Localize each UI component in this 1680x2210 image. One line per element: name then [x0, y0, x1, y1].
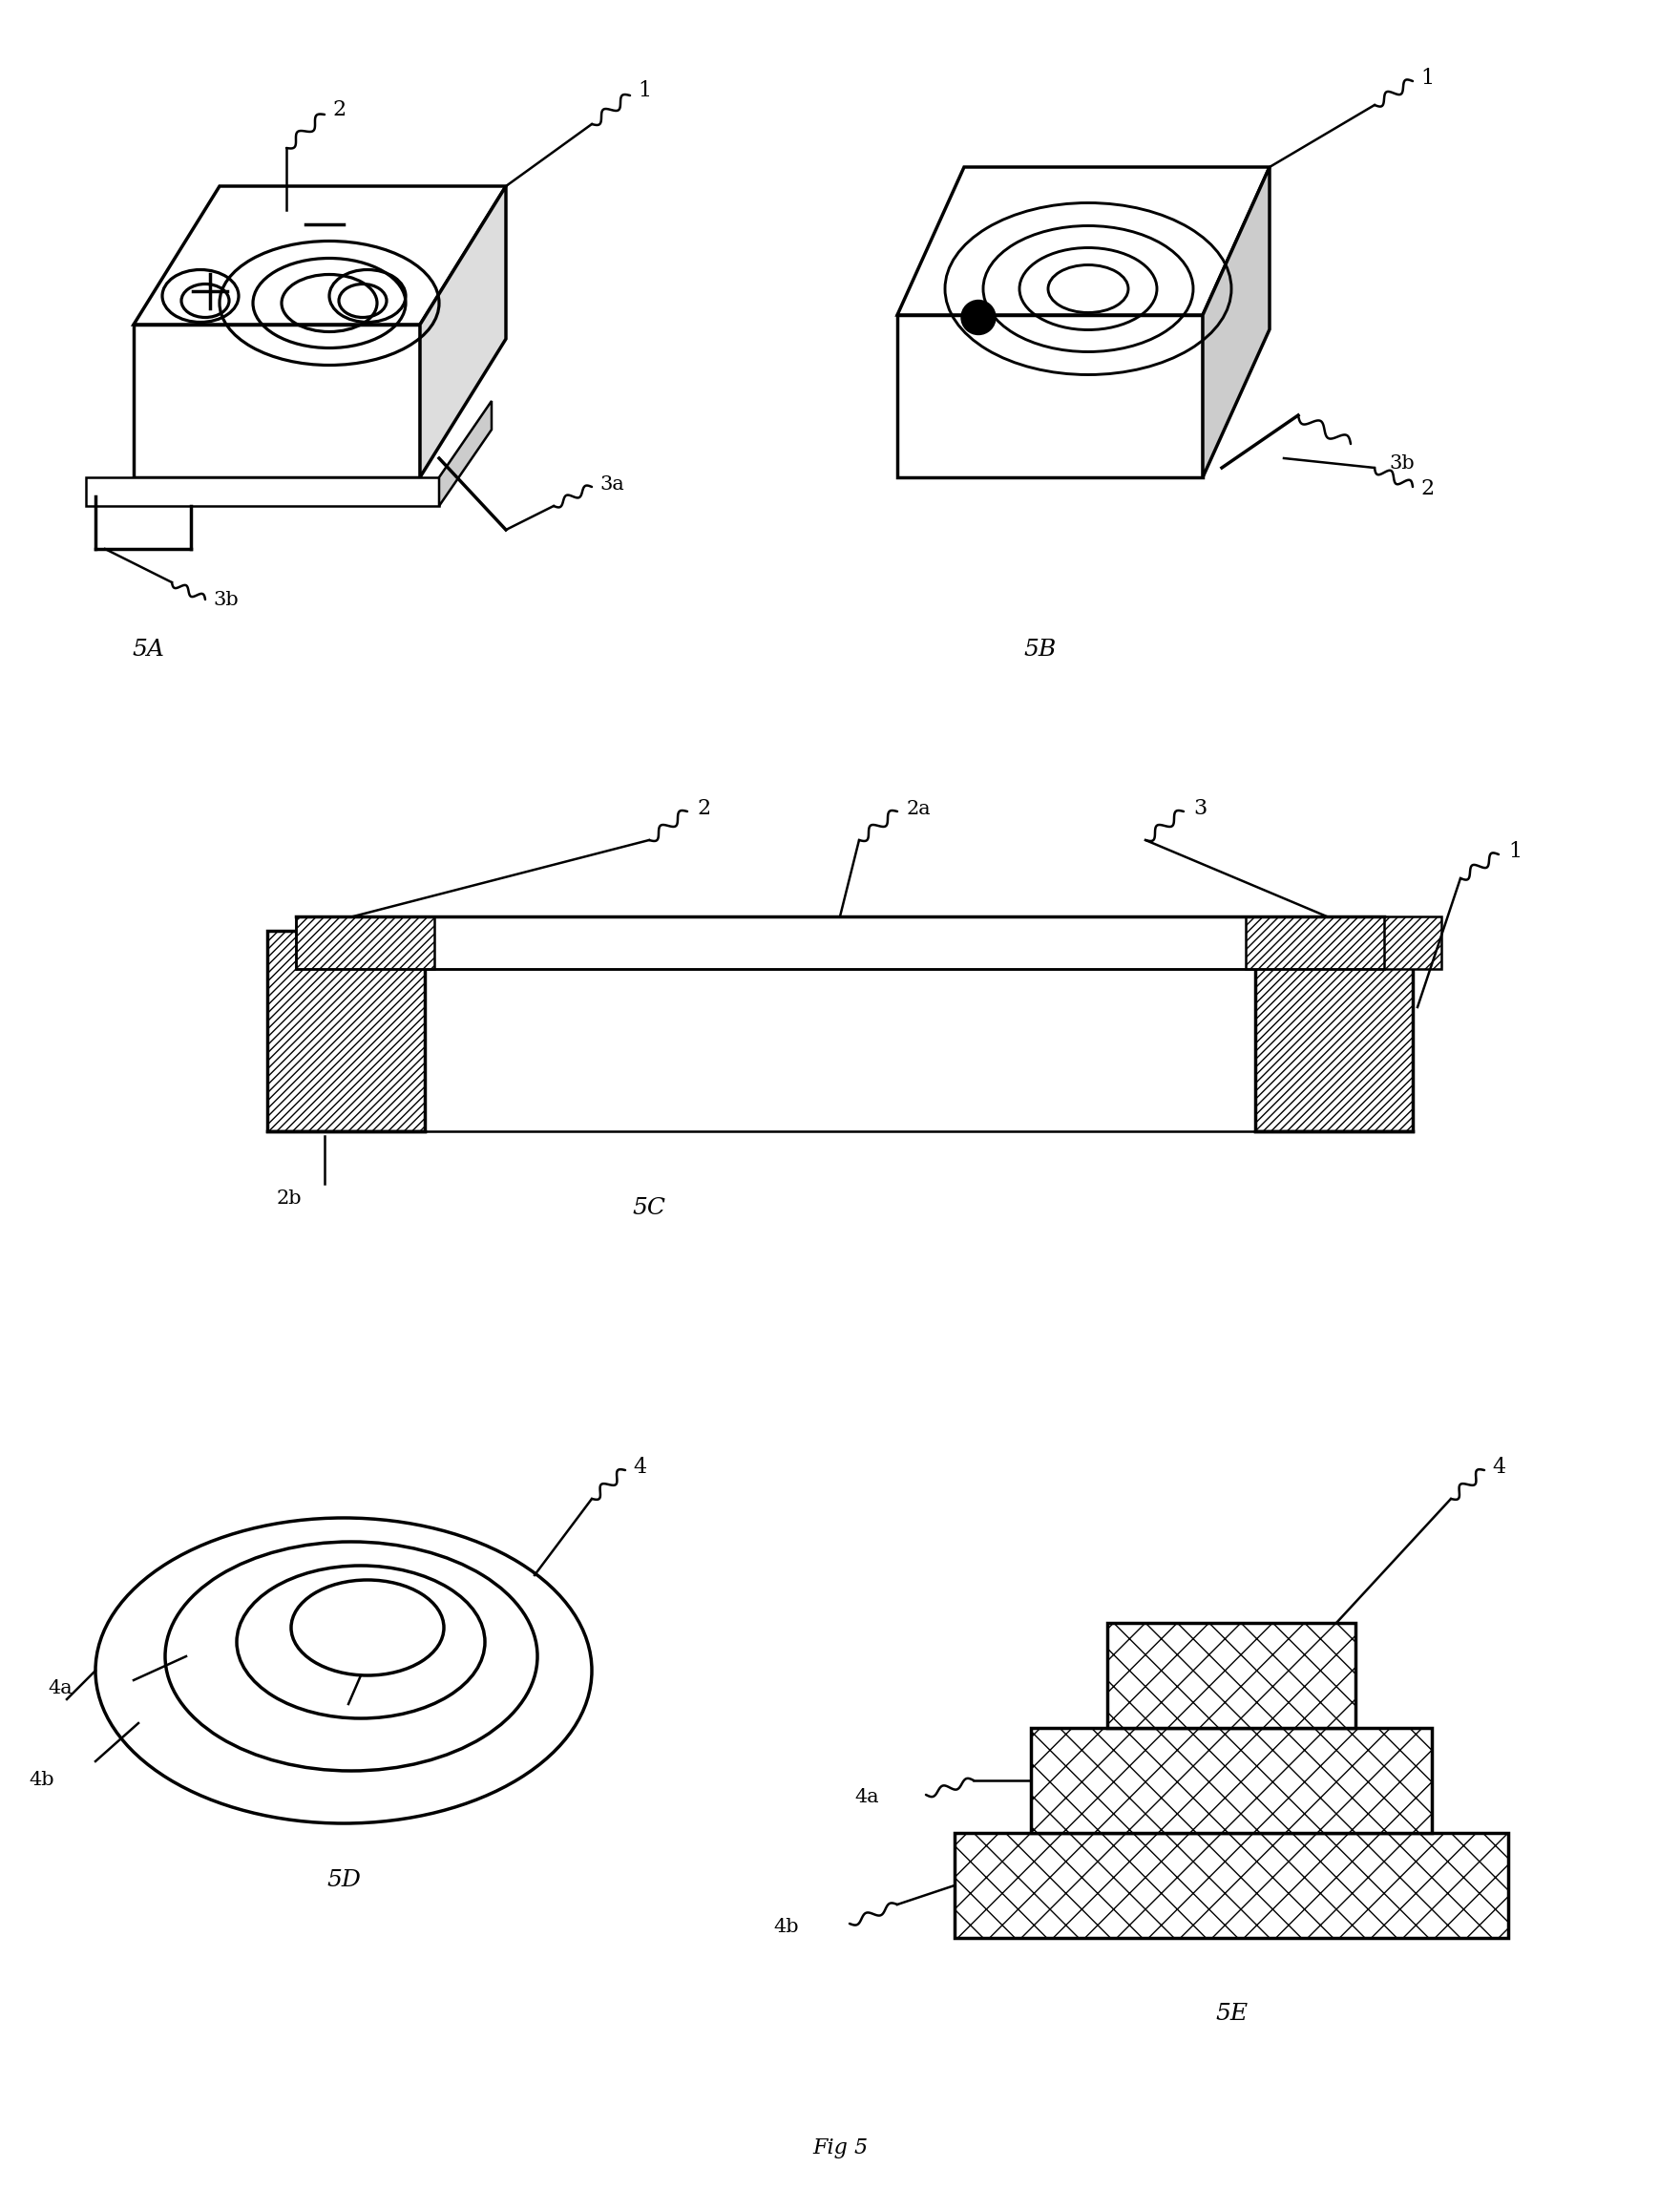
Text: 2b: 2b: [277, 1189, 302, 1207]
Bar: [425, 968, 1255, 1132]
Text: 5D: 5D: [326, 1870, 361, 1892]
Polygon shape: [420, 186, 506, 477]
Text: 3: 3: [1193, 798, 1206, 820]
Text: 5C: 5C: [632, 1196, 665, 1218]
Bar: [1107, 1622, 1356, 1728]
Polygon shape: [438, 400, 492, 506]
Polygon shape: [897, 316, 1203, 477]
Text: 5A: 5A: [131, 639, 165, 661]
Text: 1: 1: [1509, 842, 1522, 862]
Text: 4a: 4a: [855, 1788, 879, 1806]
Text: 3a: 3a: [600, 475, 623, 493]
Text: 2: 2: [333, 99, 346, 119]
Polygon shape: [1203, 168, 1270, 477]
Text: 4: 4: [1492, 1456, 1505, 1478]
Text: 3b: 3b: [1389, 453, 1415, 473]
Text: 1: 1: [638, 80, 652, 102]
Bar: [267, 930, 425, 1132]
Text: 2: 2: [1420, 477, 1433, 499]
Polygon shape: [134, 325, 420, 477]
Text: 5B: 5B: [1025, 639, 1057, 661]
Polygon shape: [134, 186, 506, 325]
Bar: [1245, 917, 1441, 968]
Text: 3b: 3b: [213, 590, 239, 608]
Bar: [1032, 1728, 1431, 1832]
Bar: [296, 917, 435, 968]
Polygon shape: [897, 168, 1270, 316]
Text: 2a: 2a: [907, 800, 931, 818]
Text: 4b: 4b: [773, 1918, 798, 1936]
Text: 2: 2: [697, 798, 711, 820]
Text: 1: 1: [1420, 69, 1433, 88]
Text: 4a: 4a: [47, 1680, 72, 1697]
Bar: [1255, 930, 1413, 1132]
Bar: [954, 1832, 1509, 1938]
Circle shape: [961, 301, 996, 334]
Polygon shape: [86, 477, 438, 506]
Text: 4: 4: [633, 1456, 647, 1478]
Text: 5E: 5E: [1215, 2002, 1248, 2024]
Text: 4b: 4b: [29, 1772, 54, 1790]
Text: Fig 5: Fig 5: [811, 2137, 869, 2159]
